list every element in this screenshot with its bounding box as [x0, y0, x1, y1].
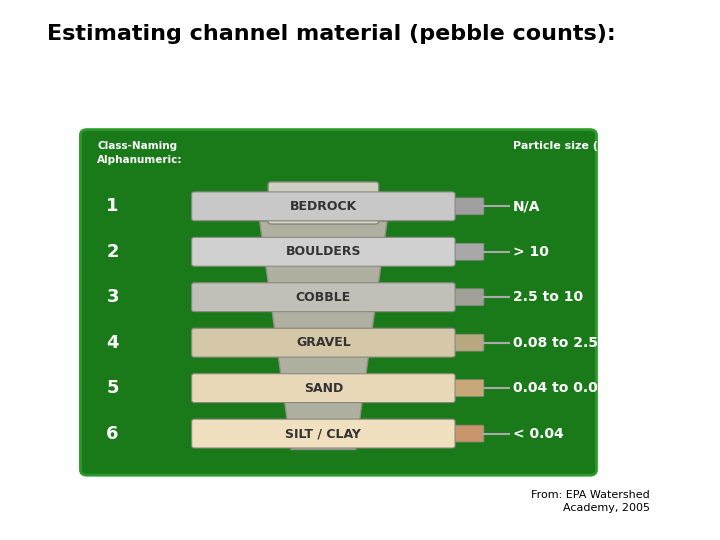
Text: 0.04 to 0.08: 0.04 to 0.08 — [513, 381, 607, 395]
Text: 3: 3 — [107, 288, 119, 306]
Text: 2: 2 — [107, 243, 119, 261]
Text: 6: 6 — [107, 424, 119, 443]
Text: SILT / CLAY: SILT / CLAY — [285, 427, 361, 440]
Text: 1: 1 — [107, 197, 119, 215]
Text: Estimating channel material (pebble counts):: Estimating channel material (pebble coun… — [47, 24, 616, 44]
FancyBboxPatch shape — [449, 425, 484, 442]
Text: 4: 4 — [107, 334, 119, 352]
Text: 2.5 to 10: 2.5 to 10 — [513, 290, 582, 304]
Text: 0.08 to 2.5: 0.08 to 2.5 — [513, 336, 598, 350]
Text: > 10: > 10 — [513, 245, 549, 259]
FancyBboxPatch shape — [192, 283, 455, 312]
FancyBboxPatch shape — [81, 130, 596, 475]
FancyBboxPatch shape — [449, 244, 484, 260]
Text: GRAVEL: GRAVEL — [296, 336, 351, 349]
FancyBboxPatch shape — [192, 374, 455, 402]
FancyBboxPatch shape — [192, 419, 455, 448]
Text: < 0.04: < 0.04 — [513, 427, 564, 441]
Text: Channel
Material: Channel Material — [300, 192, 346, 214]
FancyBboxPatch shape — [449, 380, 484, 396]
Text: Particle size (in.): Particle size (in.) — [513, 141, 618, 152]
FancyBboxPatch shape — [192, 238, 455, 266]
Text: N/A: N/A — [513, 199, 540, 213]
Text: BOULDERS: BOULDERS — [286, 245, 361, 258]
Text: Class-Naming
Alphanumeric:: Class-Naming Alphanumeric: — [97, 141, 183, 165]
Text: SAND: SAND — [304, 382, 343, 395]
Text: From: EPA Watershed
Academy, 2005: From: EPA Watershed Academy, 2005 — [531, 490, 650, 513]
FancyBboxPatch shape — [268, 182, 379, 224]
Text: BEDROCK: BEDROCK — [289, 200, 357, 213]
FancyBboxPatch shape — [449, 334, 484, 351]
FancyBboxPatch shape — [449, 198, 484, 215]
FancyBboxPatch shape — [449, 289, 484, 306]
FancyBboxPatch shape — [192, 192, 455, 221]
FancyBboxPatch shape — [192, 328, 455, 357]
Polygon shape — [260, 221, 387, 449]
Text: 5: 5 — [107, 379, 119, 397]
Text: COBBLE: COBBLE — [296, 291, 351, 303]
